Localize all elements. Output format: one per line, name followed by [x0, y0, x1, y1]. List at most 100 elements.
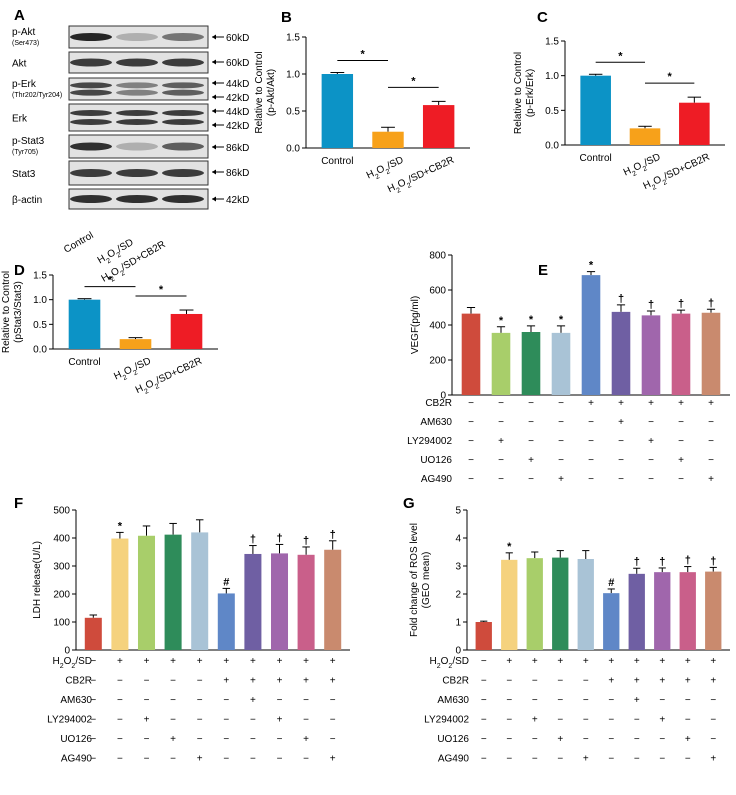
table-cell: − — [481, 695, 487, 706]
bar — [191, 532, 209, 650]
bar — [577, 559, 594, 650]
y-tick-label: 0.5 — [33, 320, 47, 331]
blot-band — [70, 119, 112, 125]
y-axis-label: (p-Akt/Akt) — [266, 69, 277, 116]
table-row-label: AM630 — [60, 695, 92, 706]
table-cell: + — [558, 474, 564, 485]
table-row-label: LY294002 — [407, 436, 452, 447]
y-tick-label: 2 — [455, 590, 461, 601]
table-cell: − — [634, 754, 640, 765]
table-cell: − — [506, 754, 512, 765]
table-cell: + — [532, 656, 538, 667]
table-cell: + — [659, 656, 665, 667]
table-cell: − — [558, 436, 564, 447]
y-axis-label: (pStat3/Stat3) — [13, 281, 24, 343]
table-cell: − — [557, 695, 563, 706]
table-cell: − — [618, 474, 624, 485]
significance-mark: † — [634, 556, 640, 568]
blot-band — [116, 195, 158, 203]
y-tick-label: 500 — [53, 506, 70, 517]
table-cell: + — [330, 656, 336, 667]
significance-mark: † — [685, 555, 691, 567]
table-cell: − — [481, 656, 487, 667]
table-cell: − — [588, 417, 594, 428]
blot-band — [116, 89, 158, 96]
table-cell: − — [197, 715, 203, 726]
blot-strip — [68, 103, 209, 132]
table-cell: − — [659, 695, 665, 706]
panel-label-e: E — [538, 262, 548, 279]
kd-label: 60kD — [226, 33, 249, 44]
table-cell: + — [170, 656, 176, 667]
table-cell: − — [481, 734, 487, 745]
table-cell: − — [144, 754, 150, 765]
table-row-label: UO126 — [437, 734, 469, 745]
table-cell: − — [90, 715, 96, 726]
significance-mark: † — [303, 535, 309, 547]
table-cell: + — [710, 656, 716, 667]
table-cell: − — [90, 734, 96, 745]
table-cell: − — [481, 676, 487, 687]
significance-mark: † — [678, 298, 684, 310]
bar — [164, 534, 182, 650]
panel-label-g: G — [403, 495, 415, 512]
bar — [679, 572, 696, 650]
table-cell: + — [330, 754, 336, 765]
significance-mark: * — [507, 541, 512, 553]
category-label: Control — [580, 153, 612, 164]
significance-mark: † — [330, 529, 336, 541]
bar — [422, 105, 455, 148]
table-cell: − — [608, 695, 614, 706]
table-cell: − — [557, 754, 563, 765]
kd-arrowhead — [212, 196, 216, 202]
table-cell: − — [583, 734, 589, 745]
table-cell: − — [708, 436, 714, 447]
kd-label: 86kD — [226, 143, 249, 154]
panel-label-f: F — [14, 495, 23, 512]
bar — [491, 332, 511, 395]
blot-band — [162, 82, 204, 89]
table-cell: − — [532, 734, 538, 745]
table-cell: − — [277, 734, 283, 745]
bar — [68, 299, 101, 349]
y-tick-label: 200 — [53, 590, 70, 601]
table-cell: − — [678, 436, 684, 447]
table-cell: + — [557, 656, 563, 667]
bar — [475, 622, 492, 650]
y-axis-label: LDH release(U/L) — [32, 541, 43, 619]
western-blot: p-Akt (Ser473) 60kD Akt 60kD p-Erk (Thr202/Tyr… — [12, 25, 249, 285]
panel-label-b: B — [281, 9, 292, 26]
table-cell: + — [685, 676, 691, 687]
table-cell: − — [468, 474, 474, 485]
y-tick-label: 1.5 — [33, 271, 47, 282]
significance-star: * — [668, 71, 673, 83]
blot-row-sublabel: (Ser473) — [12, 40, 39, 47]
table-cell: − — [659, 754, 665, 765]
significance-mark: * — [559, 314, 564, 326]
table-cell: − — [468, 417, 474, 428]
y-tick-label: 3 — [455, 562, 461, 573]
table-cell: − — [303, 754, 309, 765]
bar — [581, 275, 601, 395]
blot-band — [162, 195, 204, 203]
table-cell: − — [588, 455, 594, 466]
y-tick-label: 1.0 — [33, 295, 47, 306]
table-cell: − — [708, 455, 714, 466]
table-cell: − — [532, 695, 538, 706]
kd-label: 42kD — [226, 121, 249, 132]
chart-c: 0.0 0.5 1.0 1.5 Relative to Control (p-Erk/Er… — [513, 37, 725, 192]
table-cell: − — [170, 754, 176, 765]
table-cell: + — [588, 398, 594, 409]
y-tick-label: 800 — [429, 251, 446, 262]
table-cell: − — [558, 417, 564, 428]
table-row-label: AM630 — [437, 695, 469, 706]
table-cell: − — [468, 455, 474, 466]
chart-g: 0 1 2 3 4 5 Fold change of ROS level (GEO mean)… — [409, 506, 730, 765]
table-cell: + — [634, 695, 640, 706]
blot-band — [70, 110, 112, 116]
bar — [641, 315, 661, 395]
y-tick-label: 400 — [53, 534, 70, 545]
table-cell: − — [685, 754, 691, 765]
y-tick-label: 5 — [455, 506, 461, 517]
